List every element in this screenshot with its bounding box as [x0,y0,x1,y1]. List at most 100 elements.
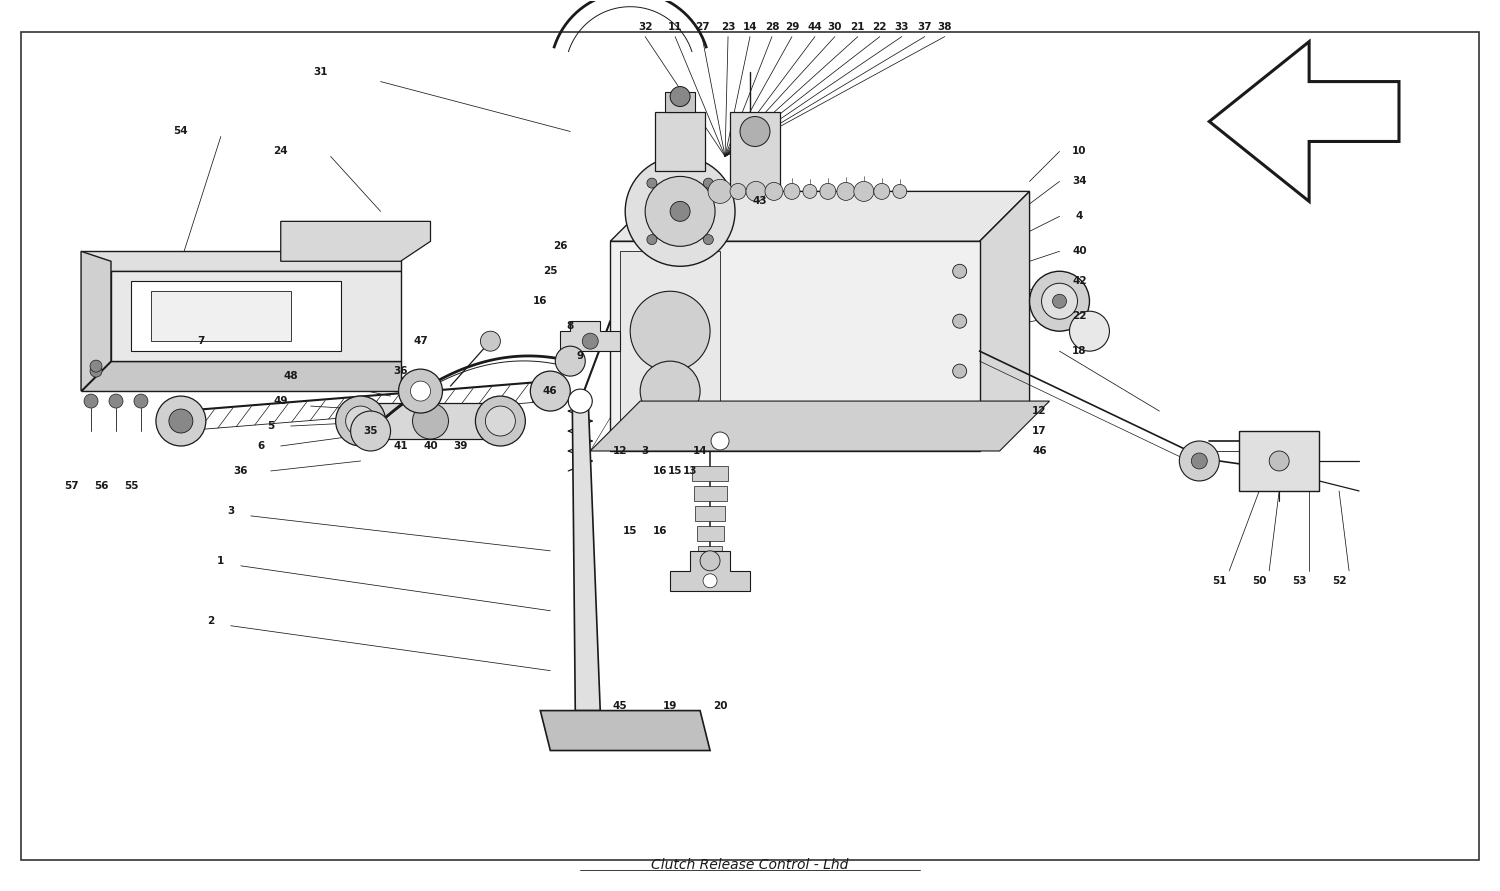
Text: 37: 37 [918,21,932,32]
Circle shape [411,381,430,401]
Bar [1239,431,1318,491]
Bar [610,241,980,451]
Circle shape [646,234,657,245]
Circle shape [486,406,516,436]
Circle shape [952,364,966,378]
Text: 48: 48 [284,372,298,381]
Circle shape [704,178,714,188]
Text: 24: 24 [273,146,288,157]
Text: 12: 12 [1032,406,1047,416]
Text: Clutch Release Control - Lhd: Clutch Release Control - Lhd [651,858,849,872]
Text: 10: 10 [1072,146,1086,157]
Text: 7: 7 [196,336,204,347]
Text: 54: 54 [174,127,188,136]
Circle shape [802,184,818,199]
Text: 36: 36 [234,466,248,476]
Text: 16: 16 [532,296,548,307]
Text: 46: 46 [543,386,558,396]
Text: 18: 18 [1072,346,1086,356]
Circle shape [336,396,386,446]
Text: 25: 25 [543,266,558,276]
Text: 20: 20 [712,700,728,711]
Bar [698,546,721,560]
Text: 6: 6 [256,441,264,451]
Text: 47: 47 [413,336,428,347]
Text: 40: 40 [1072,246,1088,257]
Circle shape [704,574,717,588]
Text: 16: 16 [652,466,668,476]
Circle shape [704,234,714,245]
Text: 42: 42 [1072,276,1088,286]
Circle shape [874,184,890,200]
Circle shape [476,396,525,446]
Circle shape [90,365,102,377]
Text: 14: 14 [693,446,708,456]
Circle shape [480,331,501,351]
Circle shape [413,403,448,439]
Circle shape [1191,453,1208,469]
Text: 53: 53 [1292,576,1306,585]
Circle shape [700,551,720,571]
Text: 57: 57 [63,481,78,491]
Text: 22: 22 [1072,311,1086,321]
Text: 41: 41 [393,441,408,451]
Circle shape [555,347,585,376]
Polygon shape [573,401,600,711]
Bar [620,251,720,441]
Text: 55: 55 [123,481,138,491]
Text: 5: 5 [267,421,274,431]
Text: 17: 17 [1032,426,1047,436]
Circle shape [1269,451,1288,471]
Circle shape [408,384,423,398]
Circle shape [630,291,710,372]
Text: 26: 26 [554,241,567,251]
Text: 43: 43 [753,196,768,207]
Bar [664,92,694,111]
Text: 1: 1 [217,556,225,566]
Circle shape [626,157,735,266]
Circle shape [645,176,716,246]
Circle shape [952,414,966,428]
Circle shape [821,184,836,200]
Bar [693,486,726,501]
Text: 3: 3 [642,446,650,456]
Circle shape [746,182,766,201]
Circle shape [640,361,700,421]
Bar [152,291,291,341]
Circle shape [740,117,770,146]
Circle shape [568,389,592,413]
Circle shape [670,201,690,221]
Circle shape [134,394,148,408]
Text: 51: 51 [1212,576,1227,585]
Text: 11: 11 [668,21,682,32]
Text: 30: 30 [828,21,842,32]
Polygon shape [1209,42,1400,201]
Text: 33: 33 [894,21,909,32]
Circle shape [708,179,732,203]
Text: 44: 44 [807,21,822,32]
Circle shape [711,432,729,450]
Bar [694,506,724,521]
Text: 38: 38 [938,21,952,32]
Text: 13: 13 [682,466,698,476]
Text: 36: 36 [393,366,408,376]
Text: 23: 23 [722,21,735,32]
Text: 52: 52 [1332,576,1347,585]
Circle shape [765,183,783,200]
Text: 15: 15 [668,466,682,476]
Bar [130,282,340,351]
Text: 34: 34 [1072,176,1088,186]
Text: 50: 50 [1252,576,1266,585]
Text: 45: 45 [614,700,627,711]
Circle shape [399,369,442,413]
Circle shape [952,265,966,278]
Text: 8: 8 [567,321,574,331]
Text: 39: 39 [453,441,468,451]
Circle shape [784,184,800,200]
Circle shape [170,409,194,433]
Text: 31: 31 [314,67,328,77]
Text: 32: 32 [638,21,652,32]
Text: 14: 14 [742,21,758,32]
Circle shape [351,411,390,451]
Bar [360,403,501,439]
